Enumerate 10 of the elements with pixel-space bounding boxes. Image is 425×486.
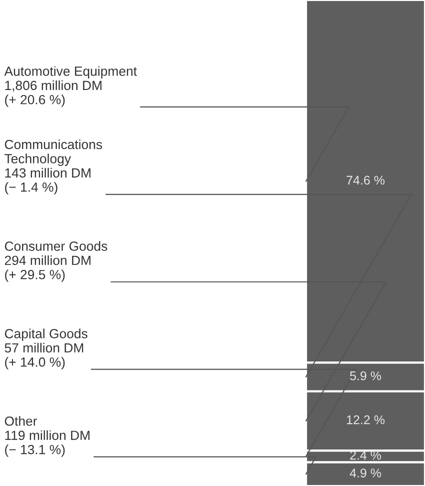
data-label: 5.9 % [350, 371, 382, 380]
data-label: 12.2 % [346, 415, 385, 424]
text: Other 119 million DM (− 13.1 %) [4, 416, 90, 457]
data-label: 4.9 % [350, 468, 382, 478]
data-label: 74.6 % [346, 176, 385, 185]
text: Communications Technology 143 million DM (− 1.4 %) [4, 139, 102, 194]
text: Consumer Goods 294 million DM (+ 29.5 %) [4, 241, 108, 282]
data-label: 2.4 % [350, 450, 382, 460]
text: Automotive Equipment 1,806 million DM (+ 20.6 %) [4, 66, 137, 107]
text: Capital Goods 57 million DM (+ 14.0 %) [4, 328, 88, 370]
